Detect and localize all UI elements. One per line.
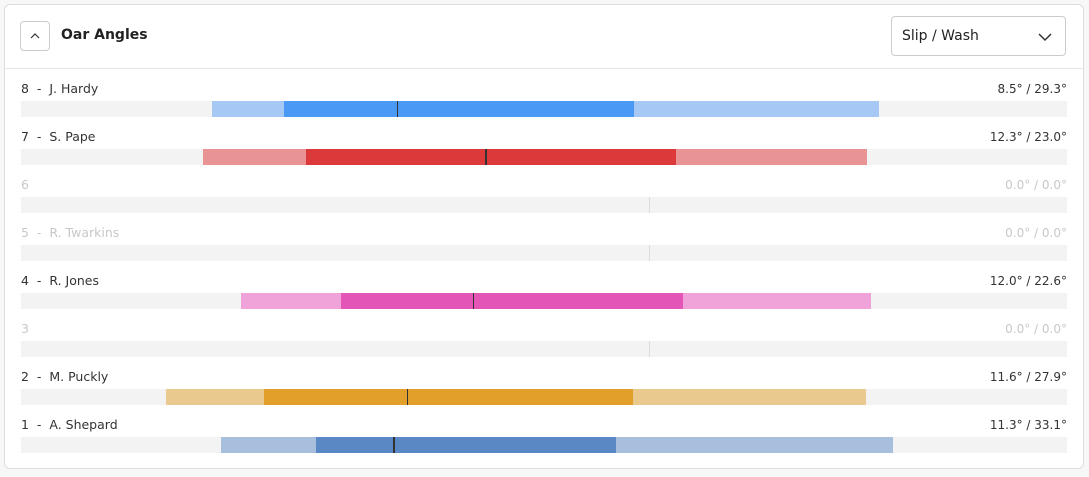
seat-number: 5 bbox=[21, 225, 29, 240]
angle-value: 0.0° / 0.0° bbox=[1005, 178, 1067, 192]
angle-marker bbox=[485, 149, 487, 165]
effective-arc-bar bbox=[283, 101, 634, 117]
angle-value: 12.0° / 22.6° bbox=[989, 274, 1067, 288]
seat-number: 1 bbox=[21, 417, 29, 432]
angle-track bbox=[21, 149, 1067, 165]
rower-label: 2 - M. Puckly bbox=[21, 369, 109, 384]
effective-arc-bar bbox=[305, 149, 676, 165]
rower-name: A. Shepard bbox=[49, 417, 118, 432]
angle-marker bbox=[396, 101, 398, 117]
angle-marker bbox=[393, 437, 395, 453]
rower-name: J. Hardy bbox=[49, 81, 99, 96]
rower-label: 5 - R. Twarkins bbox=[21, 225, 120, 240]
angle-track bbox=[21, 101, 1067, 117]
rower-label: 6 bbox=[21, 177, 29, 192]
panel: Oar Angles Slip / Wash 8 - J. Hardy 8.5° … bbox=[4, 4, 1084, 469]
collapse-button[interactable] bbox=[20, 21, 50, 51]
angle-track bbox=[21, 341, 1067, 357]
angle-track bbox=[21, 245, 1067, 261]
angle-track bbox=[21, 389, 1067, 405]
seat-number: 8 bbox=[21, 81, 29, 96]
rower-label: 1 - A. Shepard bbox=[21, 417, 118, 432]
angle-value: 8.5° / 29.3° bbox=[997, 82, 1067, 96]
panel-title: Oar Angles bbox=[61, 27, 148, 43]
zero-marker bbox=[648, 197, 651, 213]
rower-name: R. Jones bbox=[49, 273, 100, 288]
seat-number: 2 bbox=[21, 369, 29, 384]
angle-track bbox=[21, 437, 1067, 453]
rower-name: M. Puckly bbox=[49, 369, 109, 384]
rower-label: 3 bbox=[21, 321, 29, 336]
effective-arc-bar bbox=[315, 437, 617, 453]
angle-marker bbox=[472, 293, 475, 309]
angle-value: 11.6° / 27.9° bbox=[989, 370, 1067, 384]
angle-value: 11.3° / 33.1° bbox=[989, 418, 1067, 432]
rower-name: S. Pape bbox=[49, 129, 96, 144]
angle-value: 0.0° / 0.0° bbox=[1005, 322, 1067, 336]
angle-marker bbox=[406, 389, 409, 405]
effective-arc-bar bbox=[263, 389, 633, 405]
rower-label: 4 - R. Jones bbox=[21, 273, 100, 288]
seat-number: 3 bbox=[21, 321, 29, 336]
angle-track bbox=[21, 293, 1067, 309]
seat-number: 6 bbox=[21, 177, 29, 192]
seat-number: 4 bbox=[21, 273, 29, 288]
seat-number: 7 bbox=[21, 129, 29, 144]
zero-marker bbox=[648, 341, 651, 357]
chevron-up-icon bbox=[30, 33, 40, 39]
dropdown-label: Slip / Wash bbox=[902, 28, 979, 44]
rower-label: 8 - J. Hardy bbox=[21, 81, 99, 96]
effective-arc-bar bbox=[341, 293, 684, 309]
zero-marker bbox=[648, 245, 651, 261]
dropdown[interactable]: Slip / Wash bbox=[891, 16, 1066, 56]
rower-label: 7 - S. Pape bbox=[21, 129, 96, 144]
rower-name: R. Twarkins bbox=[49, 225, 120, 240]
angle-track bbox=[21, 197, 1067, 213]
panel-header: Oar Angles Slip / Wash bbox=[5, 5, 1083, 69]
angle-value: 12.3° / 23.0° bbox=[989, 130, 1067, 144]
chevron-down-icon bbox=[1038, 33, 1052, 42]
angle-value: 0.0° / 0.0° bbox=[1005, 226, 1067, 240]
